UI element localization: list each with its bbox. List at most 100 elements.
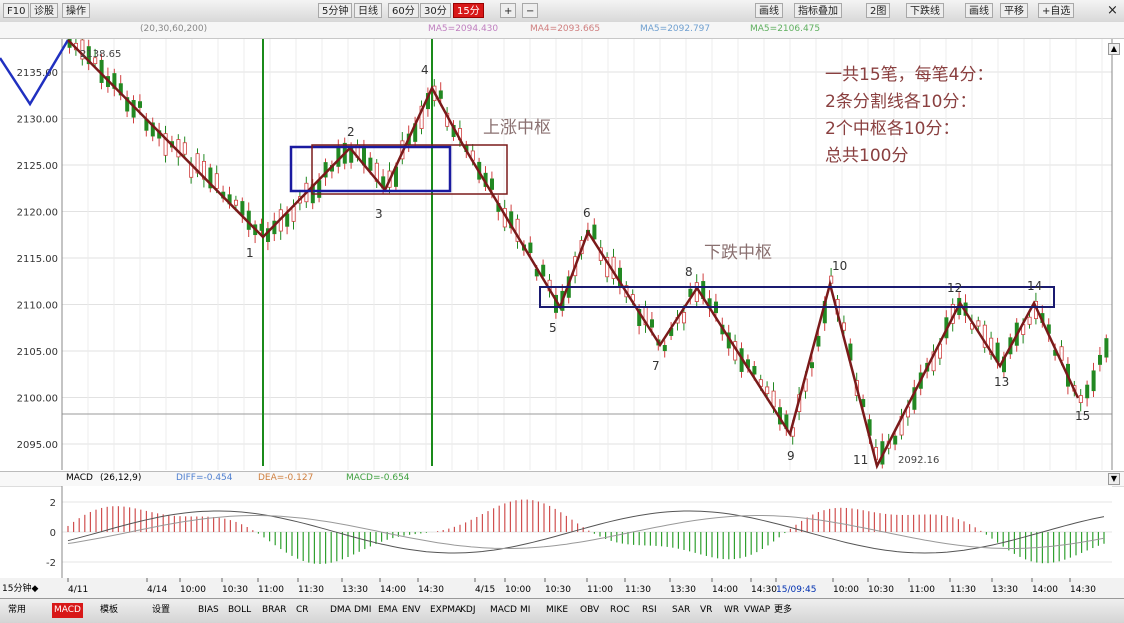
macd-tick-label: -2: [46, 558, 56, 569]
stroke-number-10: 10: [832, 259, 847, 273]
indicator-tab-20[interactable]: SAR: [672, 605, 691, 615]
ma3-value: MA5=2092.797: [640, 24, 711, 34]
stroke-number-11: 11: [853, 453, 868, 467]
time-tick-label: 13:30: [342, 585, 368, 595]
stroke-number-7: 7: [652, 359, 660, 373]
indicator-tab-11[interactable]: ENV: [402, 605, 421, 615]
kline-chart[interactable]: 2135.00 2130.00 2125.00 2120.00 2115.00 2110.…: [0, 39, 1124, 484]
price-tick-label: 2135.00: [17, 68, 58, 79]
note-line-1: 一共15笔，每笔4分：: [825, 65, 993, 85]
period-15min-button[interactable]: 15分: [453, 3, 484, 18]
zoom-in-button[interactable]: +: [500, 3, 517, 18]
indicator-tab-22[interactable]: WR: [724, 605, 740, 615]
candle-body: [1104, 338, 1109, 358]
high-price-label: 2138.65: [80, 49, 121, 60]
time-tick-label: 14:00: [1032, 585, 1058, 595]
indicator-tab-6[interactable]: BRAR: [262, 605, 287, 615]
period-30min-button[interactable]: 30分: [420, 3, 451, 18]
two-chart-button[interactable]: 2图: [866, 3, 891, 18]
candle-body: [208, 167, 213, 189]
macd-grid: [61, 486, 1112, 578]
downtrend-line-button[interactable]: 下跌线: [906, 3, 944, 18]
candle-body: [912, 387, 917, 410]
indicator-tab-5[interactable]: BOLL: [228, 605, 252, 615]
macd-header: MACD (26,12,9) DIFF=-0.454 DEA=-0.127 MA…: [0, 471, 1124, 487]
stroke-number-14: 14: [1027, 279, 1042, 293]
time-tick-label: 14:00: [712, 585, 738, 595]
indicator-tab-3[interactable]: 设置: [152, 605, 171, 615]
stroke-number-15: 15: [1075, 409, 1090, 423]
up-center-box-blue: [289, 145, 452, 193]
indicator-tab-18[interactable]: ROC: [610, 605, 630, 615]
candle-body: [125, 97, 130, 112]
candle-body: [233, 199, 238, 206]
indicator-tab-24[interactable]: 更多: [774, 605, 793, 615]
price-axis: 2135.00 2130.00 2125.00 2120.00 2115.00 2110.…: [17, 68, 58, 451]
price-tick-label: 2115.00: [17, 254, 58, 265]
candle-body: [662, 345, 667, 352]
period-selector[interactable]: 15分钟◆: [2, 582, 38, 594]
indicator-tab-14[interactable]: MACD: [490, 605, 517, 615]
f10-button[interactable]: F10: [3, 3, 30, 18]
indicator-tab-15[interactable]: MI: [520, 605, 531, 615]
candle-body: [982, 324, 987, 348]
candle-body: [765, 386, 770, 395]
indicator-tab-9[interactable]: DMI: [354, 605, 372, 615]
indicator-overlay-button[interactable]: 指标叠加: [794, 3, 842, 18]
period-60min-button[interactable]: 60分: [388, 3, 419, 18]
candle-body: [1078, 395, 1083, 404]
stroke-number-4: 4: [421, 63, 429, 77]
scroll-down-icon[interactable]: ▼: [1108, 473, 1120, 485]
indicator-tab-1[interactable]: MACD: [52, 603, 83, 618]
candle-body: [86, 46, 91, 65]
diff-line: [67, 510, 1105, 554]
indicator-tab-4[interactable]: BIAS: [198, 605, 219, 615]
time-tick-label: 11:30: [298, 585, 324, 595]
operate-button[interactable]: 操作: [62, 3, 90, 18]
indicator-tab-12[interactable]: EXPMA: [430, 605, 462, 615]
indicator-tab-23[interactable]: VWAP: [744, 605, 771, 615]
time-tick-label: 4/15: [475, 585, 495, 595]
ma-legend-bar: (20,30,60,200) MA5=2094.430 MA4=2093.665…: [0, 22, 1124, 39]
ma2-value: MA4=2093.665: [530, 24, 601, 34]
draw-button[interactable]: 画线: [965, 3, 993, 18]
up-center-label: 上涨中枢: [483, 118, 551, 138]
time-tick-label: 11:00: [909, 585, 935, 595]
time-tick-label: 10:30: [545, 585, 571, 595]
indicator-tab-13[interactable]: KDJ: [460, 605, 476, 615]
time-tick-label: 13:30: [670, 585, 696, 595]
indicator-tab-7[interactable]: CR: [296, 605, 309, 615]
indicator-tab-16[interactable]: MIKE: [546, 605, 569, 615]
candle-body: [137, 101, 142, 108]
indicator-tab-10[interactable]: EMA: [378, 605, 398, 615]
indicator-tab-2[interactable]: 模板: [100, 605, 119, 615]
chart-background: [62, 39, 1112, 484]
time-tick-label: 15/09:45: [776, 585, 816, 595]
candle-body: [816, 335, 821, 347]
draw-line-button[interactable]: 画线: [755, 3, 783, 18]
macd-chart[interactable]: 2 0 -2: [0, 486, 1124, 578]
candle-body: [489, 178, 494, 190]
macd-tick-label: 2: [50, 498, 56, 509]
pan-button[interactable]: 平移: [1000, 3, 1028, 18]
candle-body: [541, 264, 546, 277]
period-daily-button[interactable]: 日线: [354, 3, 382, 18]
ma4-value: MA5=2106.475: [750, 24, 821, 34]
price-tick-label: 2130.00: [17, 115, 58, 126]
indicator-tab-19[interactable]: RSI: [642, 605, 657, 615]
period-5min-button[interactable]: 5分钟: [318, 3, 353, 18]
scroll-up-icon[interactable]: ▲: [1108, 43, 1120, 55]
diagnose-button[interactable]: 诊股: [30, 3, 58, 18]
zoom-out-button[interactable]: −: [522, 3, 539, 18]
stroke-number-1: 1: [246, 246, 254, 260]
indicator-tab-21[interactable]: VR: [700, 605, 713, 615]
candle-body: [368, 157, 373, 171]
stroke-number-5: 5: [549, 321, 557, 335]
close-icon[interactable]: ×: [1107, 3, 1118, 18]
stroke-number-9: 9: [787, 449, 795, 463]
indicator-tab-17[interactable]: OBV: [580, 605, 600, 615]
add-favorite-button[interactable]: +自选: [1038, 3, 1075, 18]
indicator-tab-8[interactable]: DMA: [330, 605, 351, 615]
indicator-tab-0[interactable]: 常用: [8, 605, 27, 615]
